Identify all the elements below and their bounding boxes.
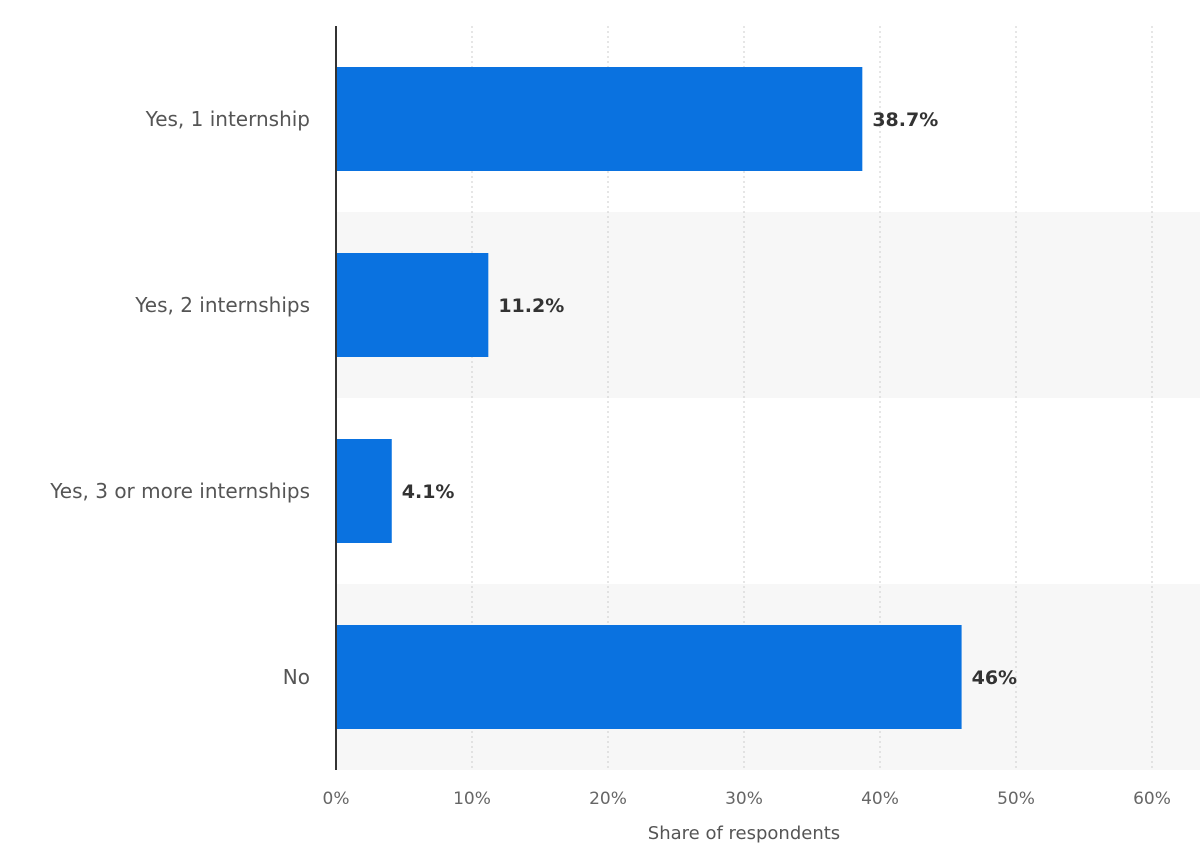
bar[interactable] xyxy=(336,439,392,543)
x-tick-label: 30% xyxy=(725,789,763,809)
category-label: No xyxy=(283,665,310,689)
value-label: 46% xyxy=(972,667,1017,689)
bars-group xyxy=(336,67,962,729)
value-labels: 38.7% 11.2% 4.1% 46% xyxy=(402,109,1017,689)
value-label: 4.1% xyxy=(402,481,455,503)
x-tick-label: 20% xyxy=(589,789,627,809)
x-tick-label: 0% xyxy=(323,789,350,809)
value-label: 11.2% xyxy=(498,295,564,317)
x-tick-label: 50% xyxy=(997,789,1035,809)
category-label: Yes, 2 internships xyxy=(134,293,310,317)
x-tick-label: 10% xyxy=(453,789,491,809)
category-label: Yes, 1 internship xyxy=(145,107,310,131)
bar[interactable] xyxy=(336,625,962,729)
category-labels: Yes, 1 internship Yes, 2 internships Yes, … xyxy=(49,107,310,689)
bar[interactable] xyxy=(336,253,489,357)
value-label: 38.7% xyxy=(872,109,938,131)
x-tick-label: 40% xyxy=(861,789,899,809)
x-tick-labels: 0% 10% 20% 30% 40% 50% 60% xyxy=(323,789,1171,809)
x-axis-title: Share of respondents xyxy=(648,823,840,844)
bar[interactable] xyxy=(336,67,863,171)
category-label: Yes, 3 or more internships xyxy=(49,479,310,503)
x-tick-label: 60% xyxy=(1133,789,1171,809)
